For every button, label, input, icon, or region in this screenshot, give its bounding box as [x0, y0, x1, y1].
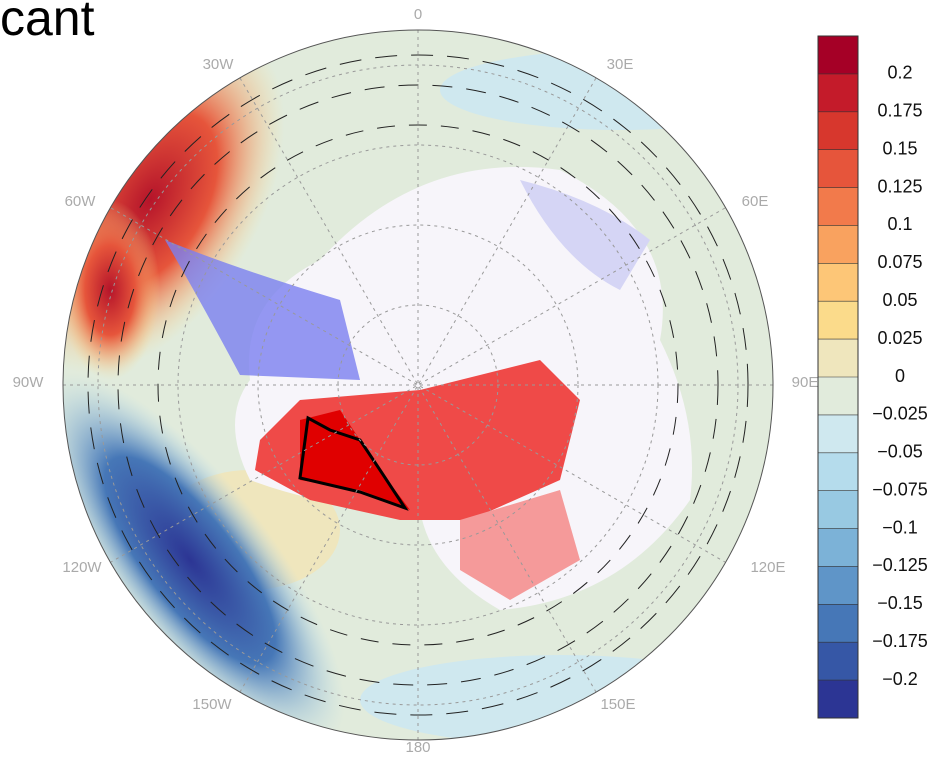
- colorbar-bin: [818, 112, 858, 150]
- colorbar-bin: [818, 529, 858, 567]
- colorbar-bin: [818, 415, 858, 453]
- colorbar-bin: [818, 150, 858, 188]
- colorbar-bin: [818, 36, 858, 74]
- colorbar-bin: [818, 566, 858, 604]
- colorbar-label: 0.05: [882, 290, 917, 310]
- longitude-label: 0: [414, 6, 422, 23]
- title: cant: [0, 0, 95, 46]
- colorbar-label: 0.1: [887, 214, 912, 234]
- colorbar-bin: [818, 188, 858, 226]
- colorbar-label: 0.15: [882, 138, 917, 158]
- colorbar-bin: [818, 377, 858, 415]
- colorbar-label: 0: [895, 366, 905, 386]
- colorbar-bin: [818, 74, 858, 112]
- longitude-label: 30E: [607, 56, 634, 73]
- colorbar-label: −0.05: [877, 442, 923, 462]
- colorbar-label: 0.075: [877, 252, 922, 272]
- colorbar-label: −0.075: [872, 479, 928, 499]
- colorbar-label: −0.1: [882, 517, 918, 537]
- colorbar-label: 0.125: [877, 176, 922, 196]
- longitude-label: 60E: [742, 193, 769, 210]
- longitude-label: 150W: [192, 696, 232, 713]
- colorbar-bin: [818, 491, 858, 529]
- colorbar: 0.2 0.175 0.15 0.125 0.1 0.075 0.05 0.025 0 −0.02…: [818, 36, 928, 719]
- colorbar-label: −0.175: [872, 631, 928, 651]
- colorbar-label: 0.2: [887, 63, 912, 83]
- colorbar-bin: [818, 225, 858, 263]
- colorbar-bin: [818, 453, 858, 491]
- colorbar-bin: [818, 604, 858, 642]
- longitude-label: 90W: [13, 374, 45, 391]
- colorbar-bin: [818, 642, 858, 680]
- longitude-label: 180: [405, 739, 430, 756]
- colorbar-bin: [818, 301, 858, 339]
- longitude-label: 90E: [792, 374, 819, 391]
- longitude-label: 150E: [600, 696, 635, 713]
- map-figure: cant 0 30W 30E 60W 60E 90W 90E 120W 120E 150W 150E…: [0, 0, 949, 760]
- colorbar-label: −0.025: [872, 404, 928, 424]
- colorbar-label: 0.175: [877, 101, 922, 121]
- colorbar-label: −0.15: [877, 593, 923, 613]
- positive-anomaly: [60, 200, 160, 380]
- colorbar-label: −0.125: [872, 555, 928, 575]
- map-disc: [0, 0, 800, 760]
- longitude-label: 30W: [203, 56, 235, 73]
- longitude-label: 120E: [750, 559, 785, 576]
- longitude-label: 120W: [62, 559, 102, 576]
- colorbar-bin: [818, 263, 858, 301]
- colorbar-bin: [818, 680, 858, 718]
- colorbar-label: −0.2: [882, 669, 918, 689]
- anomaly-area: [360, 655, 760, 745]
- colorbar-bin: [818, 339, 858, 377]
- colorbar-label: 0.025: [877, 328, 922, 348]
- longitude-label: 60W: [65, 193, 97, 210]
